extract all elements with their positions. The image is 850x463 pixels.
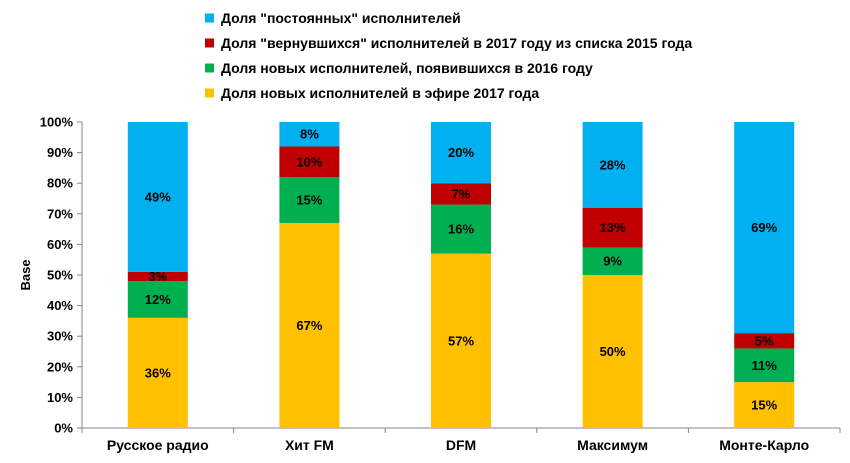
- y-tick-label: 30%: [47, 329, 73, 344]
- x-axis: Русское радио Хит FM DFM Максимум Монте-Карл…: [81, 427, 841, 453]
- bar-stack: 50% 9% 13% 28%: [582, 122, 643, 428]
- data-label: 11%: [752, 358, 778, 373]
- y-tick-label: 100%: [40, 115, 74, 130]
- y-axis-label: Base: [18, 259, 33, 290]
- y-tick-label: 70%: [47, 206, 73, 221]
- bar-segment: [279, 177, 340, 223]
- bar-segment: [734, 122, 795, 334]
- bar-segment: [127, 122, 188, 272]
- legend-entry: Доля новых исполнителей в эфире 2017 год…: [221, 85, 539, 101]
- y-tick-label: 60%: [47, 237, 73, 252]
- data-label: 10%: [296, 154, 322, 169]
- bar-segment: [431, 183, 491, 205]
- legend: Доля "постоянных" исполнителей Доля "верн…: [205, 10, 692, 101]
- bar-segment: [127, 281, 188, 318]
- bar-segment: [582, 207, 643, 248]
- bar-segment: [582, 247, 643, 275]
- data-label: 28%: [600, 157, 626, 172]
- bar-segment: [431, 122, 491, 184]
- data-label: 50%: [600, 344, 626, 359]
- legend-swatch: [205, 13, 214, 23]
- data-label: 67%: [296, 318, 322, 333]
- bar-stack: 67% 15% 10% 8%: [279, 122, 340, 428]
- y-tick-label: 50%: [47, 268, 73, 283]
- bar-segment: [582, 122, 643, 208]
- bar-stack: 36% 12% 3% 49%: [127, 122, 188, 428]
- data-label: 8%: [300, 127, 319, 142]
- bar-segment: [127, 317, 188, 428]
- y-tick-label: 20%: [47, 359, 73, 374]
- y-axis: 0% 10% 20% 30% 40% 50% 60% 70% 80% 90% 100%: [40, 115, 83, 436]
- data-label: 69%: [751, 220, 777, 235]
- x-tick-label: Максимум: [577, 437, 648, 453]
- y-tick-label: 0%: [54, 421, 73, 436]
- y-tick-label: 40%: [47, 298, 73, 313]
- bar-segment: [734, 348, 795, 383]
- y-tick-label: 10%: [47, 390, 73, 405]
- data-label: 36%: [145, 365, 171, 380]
- bars: 36% 12% 3% 49% 67% 15% 10% 8% 57% 16% 7% 20% 50% 9% 13…: [127, 122, 795, 428]
- data-label: 16%: [448, 222, 474, 237]
- data-label: 12%: [145, 292, 171, 307]
- x-tick-label: Русское радио: [107, 437, 209, 453]
- legend-entry: Доля новых исполнителей, появившихся в 2…: [221, 60, 593, 76]
- bar-segment: [279, 146, 340, 178]
- data-label: 5%: [755, 333, 774, 348]
- bar-segment: [734, 382, 795, 428]
- legend-entry: Доля "вернувшихся" исполнителей в 2017 г…: [221, 35, 692, 51]
- x-tick-label: Хит FM: [285, 437, 334, 453]
- data-label: 15%: [296, 193, 322, 208]
- legend-entry: Доля "постоянных" исполнителей: [221, 10, 461, 26]
- data-label: 57%: [448, 333, 474, 348]
- data-label: 3%: [148, 269, 167, 284]
- data-label: 15%: [751, 398, 777, 413]
- y-tick-label: 80%: [47, 176, 73, 191]
- x-tick-label: Монте-Карло: [719, 437, 809, 453]
- bar-segment: [431, 253, 491, 428]
- legend-swatch: [205, 38, 214, 48]
- bar-stack: 15% 11% 5% 69%: [734, 122, 795, 428]
- y-tick-label: 90%: [47, 145, 73, 160]
- bar-segment: [431, 204, 491, 254]
- legend-swatch: [205, 63, 214, 73]
- bar-segment: [582, 275, 643, 428]
- bar-segment: [734, 333, 795, 349]
- data-label: 49%: [145, 189, 171, 204]
- data-label: 9%: [603, 254, 622, 269]
- bar-segment: [279, 222, 340, 428]
- x-tick-label: DFM: [446, 437, 476, 453]
- data-label: 7%: [452, 186, 471, 201]
- legend-swatch: [205, 88, 214, 98]
- bar-segment: [127, 271, 188, 282]
- bar-segment: [279, 122, 340, 147]
- data-label: 13%: [600, 220, 626, 235]
- data-label: 20%: [448, 145, 474, 160]
- bar-stack: 57% 16% 7% 20%: [431, 122, 491, 428]
